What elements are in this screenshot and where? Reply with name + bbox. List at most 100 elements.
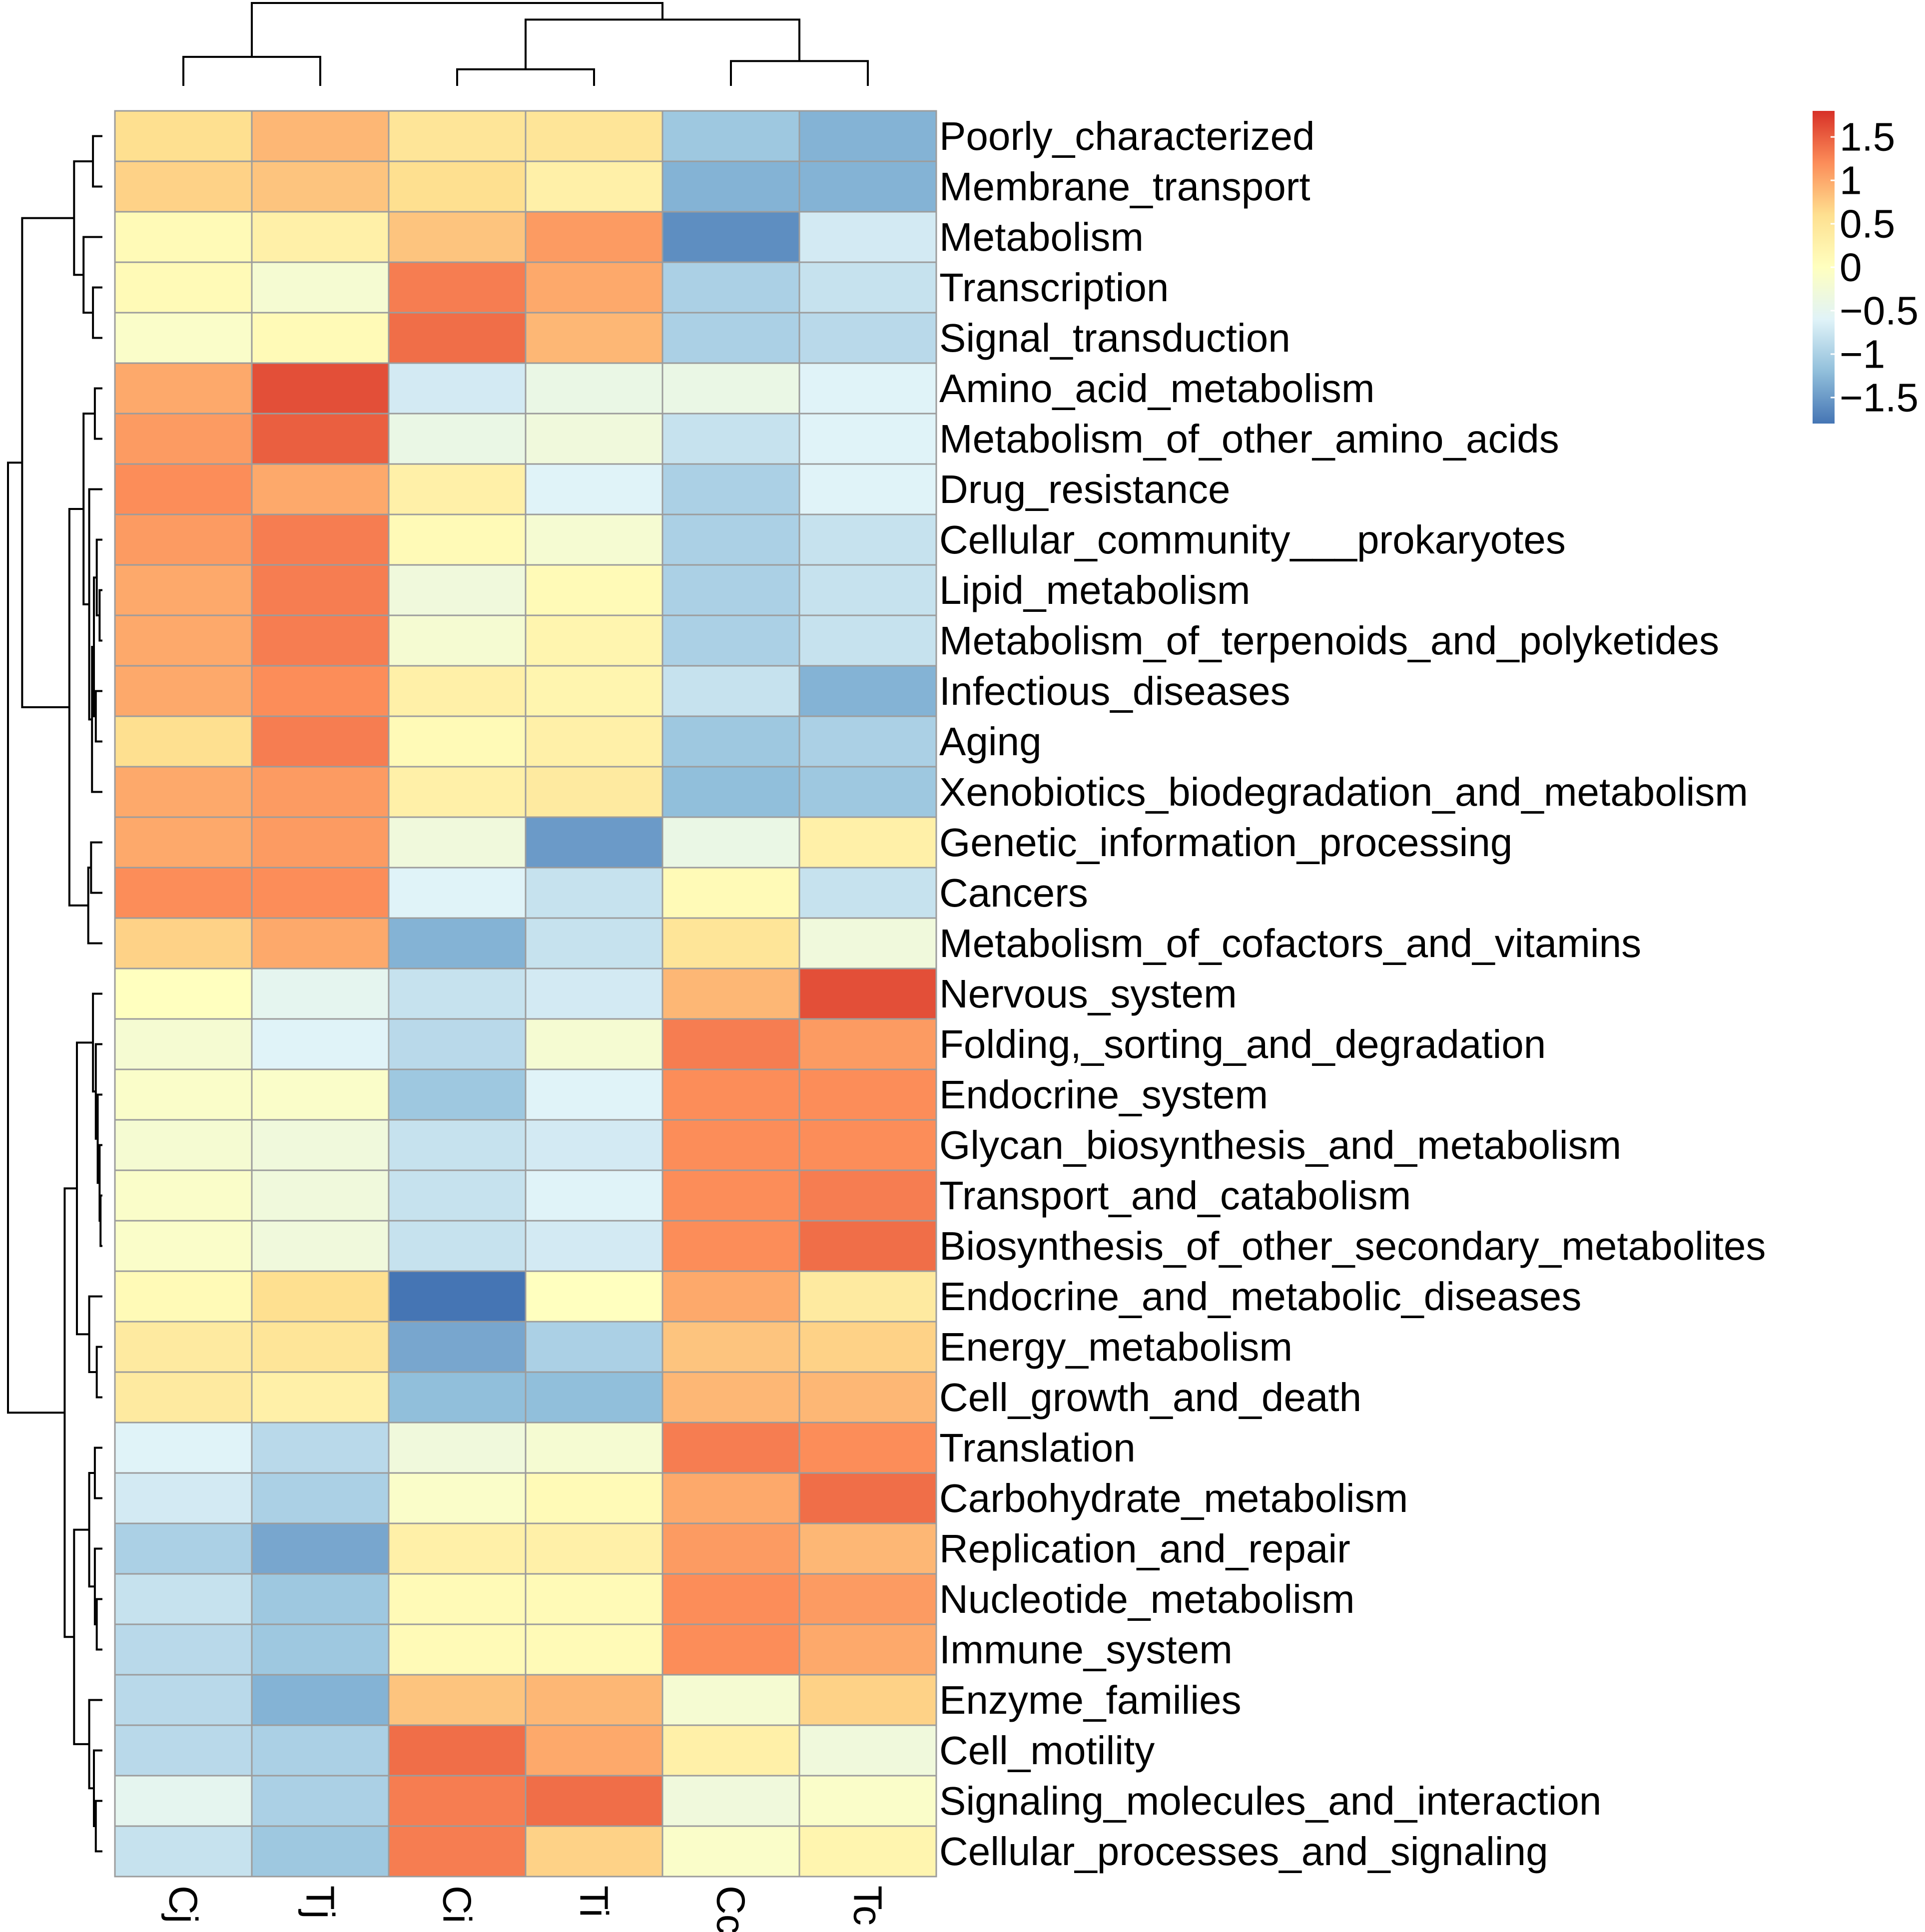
- heatmap-cell-replication-and-repair-tc: [798, 1522, 937, 1575]
- heatmap-cell-signal-transduction-tj: [251, 312, 390, 364]
- heatmap-cell-enzyme-families-cj: [114, 1674, 253, 1726]
- heatmap-cell-glycan-biosynthesis-and-metabolism-ti: [525, 1119, 663, 1171]
- heatmap-cell-replication-and-repair-ci: [388, 1522, 527, 1575]
- row-dendrogram-branch-5: [93, 387, 102, 440]
- heatmap-cell-biosynthesis-of-other-secondary-metabolites-tc: [798, 1220, 937, 1272]
- heatmap-cell-folding-sorting-and-degradation-cc: [661, 1018, 800, 1070]
- heatmap-cell-cell-growth-and-death-ti: [525, 1371, 663, 1424]
- heatmap-cell-metabolism-of-other-amino-acids-ci: [388, 413, 527, 465]
- heatmap-cell-nervous-system-tj: [251, 967, 390, 1020]
- row-labels: Poorly_characterized Membrane_transport Me…: [939, 114, 1766, 1874]
- heatmap-cell-energy-metabolism-cc: [661, 1321, 800, 1373]
- heatmap-cell-cancers-tc: [798, 867, 937, 919]
- heatmap-cell-cancers-cj: [114, 867, 253, 919]
- heatmap-cell-endocrine-system-tj: [251, 1068, 390, 1121]
- heatmap-cell-folding-sorting-and-degradation-ci: [388, 1018, 527, 1070]
- heatmap-cell-cell-growth-and-death-tj: [251, 1371, 390, 1424]
- heatmap-cells: [114, 110, 937, 1878]
- row-label-cell-motility: Cell_motility: [939, 1728, 1155, 1773]
- heatmap-cell-nervous-system-cj: [114, 967, 253, 1020]
- heatmap-cell-endocrine-and-metabolic-diseases-cj: [114, 1270, 253, 1323]
- heatmap-cell-energy-metabolism-ti: [525, 1321, 663, 1373]
- heatmap-cell-cell-growth-and-death-cc: [661, 1371, 800, 1424]
- heatmap-cell-energy-metabolism-cj: [114, 1321, 253, 1373]
- heatmap-cell-transport-and-catabolism-ti: [525, 1169, 663, 1222]
- row-label-lipid-metabolism: Lipid_metabolism: [939, 568, 1251, 612]
- heatmap-cell-metabolism-ti: [525, 211, 663, 263]
- heatmap-cell-metabolism-of-other-amino-acids-tj: [251, 413, 390, 465]
- heatmap-cell-nucleotide-metabolism-ti: [525, 1573, 663, 1625]
- heatmap-cell-membrane-transport-cj: [114, 160, 253, 213]
- heatmap-cell-cell-growth-and-death-cj: [114, 1371, 253, 1424]
- heatmap-cell-carbohydrate-metabolism-ti: [525, 1472, 663, 1524]
- row-label-cellular-processes-and-signaling: Cellular_processes_and_signaling: [939, 1829, 1548, 1874]
- column-label-cj: Cj: [161, 1886, 206, 1924]
- heatmap-cell-biosynthesis-of-other-secondary-metabolites-ci: [388, 1220, 527, 1272]
- heatmap-cell-enzyme-families-tc: [798, 1674, 937, 1726]
- heatmap-cell-metabolism-of-terpenoids-and-polyketides-cj: [114, 614, 253, 667]
- heatmap-cell-cellular-community-prokaryotes-cc: [661, 513, 800, 566]
- heatmap-cell-xenobiotics-biodegradation-and-metabolism-ci: [388, 766, 527, 818]
- heatmap-cell-aging-ci: [388, 715, 527, 768]
- heatmap-cell-nervous-system-cc: [661, 967, 800, 1020]
- heatmap-cell-cellular-community-prokaryotes-ci: [388, 513, 527, 566]
- row-label-metabolism-of-terpenoids-and-polyketides: Metabolism_of_terpenoids_and_polyketides: [939, 618, 1719, 663]
- column-dendrogram-branch-5: [251, 2, 663, 57]
- row-dendrogram: [7, 135, 102, 1853]
- heatmap-cell-amino-acid-metabolism-cj: [114, 362, 253, 415]
- row-label-poorly-characterized: Poorly_characterized: [939, 114, 1314, 158]
- heatmap-cell-membrane-transport-ti: [525, 160, 663, 213]
- heatmap-cell-metabolism-of-cofactors-and-vitamins-cj: [114, 917, 253, 969]
- heatmap-cell-signal-transduction-cj: [114, 312, 253, 364]
- heatmap-cell-poorly-characterized-tc: [798, 110, 937, 162]
- heatmap-cell-nucleotide-metabolism-ci: [388, 1573, 527, 1625]
- row-label-drug-resistance: Drug_resistance: [939, 467, 1231, 511]
- heatmap-cell-signaling-molecules-and-interaction-ti: [525, 1775, 663, 1827]
- row-label-energy-metabolism: Energy_metabolism: [939, 1325, 1292, 1369]
- heatmap-cell-drug-resistance-tj: [251, 463, 390, 515]
- heatmap-cell-cancers-cc: [661, 867, 800, 919]
- heatmap-cell-endocrine-and-metabolic-diseases-cc: [661, 1270, 800, 1323]
- heatmap-cell-amino-acid-metabolism-ti: [525, 362, 663, 415]
- heatmap-cell-carbohydrate-metabolism-ci: [388, 1472, 527, 1524]
- heatmap-cell-glycan-biosynthesis-and-metabolism-cj: [114, 1119, 253, 1171]
- row-label-xenobiotics-biodegradation-and-metabolism: Xenobiotics_biodegradation_and_metabolis…: [939, 770, 1748, 814]
- heatmap-cell-transport-and-catabolism-ci: [388, 1169, 527, 1222]
- heatmap-cell-replication-and-repair-cj: [114, 1522, 253, 1575]
- heatmap-cell-biosynthesis-of-other-secondary-metabolites-tj: [251, 1220, 390, 1272]
- heatmap-cell-signal-transduction-ci: [388, 312, 527, 364]
- row-label-membrane-transport: Membrane_transport: [939, 164, 1310, 209]
- heatmap-cell-cellular-community-prokaryotes-ti: [525, 513, 663, 566]
- heatmap-cell-infectious-diseases-ci: [388, 665, 527, 717]
- heatmap-cell-folding-sorting-and-degradation-tc: [798, 1018, 937, 1070]
- heatmap-cell-genetic-information-processing-tc: [798, 816, 937, 869]
- row-dendrogram-branch-13: [90, 841, 102, 894]
- row-dendrogram-branch-34: [7, 462, 65, 1414]
- heatmap-cell-replication-and-repair-ti: [525, 1522, 663, 1575]
- heatmap-cell-signal-transduction-tc: [798, 312, 937, 364]
- row-dendrogram-branch-22: [95, 1346, 102, 1399]
- row-label-immune-system: Immune_system: [939, 1627, 1233, 1672]
- legend-tick-label: −1: [1840, 332, 1885, 376]
- heatmap-cell-aging-cc: [661, 715, 800, 768]
- heatmap-cell-endocrine-and-metabolic-diseases-ci: [388, 1270, 527, 1323]
- heatmap-cell-metabolism-of-other-amino-acids-ti: [525, 413, 663, 465]
- heatmap-cell-transcription-cj: [114, 261, 253, 314]
- row-label-enzyme-families: Enzyme_families: [939, 1678, 1242, 1722]
- heatmap-cell-transport-and-catabolism-tj: [251, 1169, 390, 1222]
- row-label-signal-transduction: Signal_transduction: [939, 316, 1290, 360]
- row-label-replication-and-repair: Replication_and_repair: [939, 1526, 1350, 1571]
- heatmap-cell-cell-motility-tj: [251, 1724, 390, 1777]
- legend-tick-label: 0.5: [1840, 202, 1895, 246]
- row-dendrogram-branch-8: [94, 690, 102, 743]
- heatmap-cell-signal-transduction-cc: [661, 312, 800, 364]
- heatmap-cell-endocrine-and-metabolic-diseases-ti: [525, 1270, 663, 1323]
- heatmap-cell-metabolism-of-terpenoids-and-polyketides-ci: [388, 614, 527, 667]
- heatmap-cell-xenobiotics-biodegradation-and-metabolism-cc: [661, 766, 800, 818]
- heatmap-cell-nucleotide-metabolism-cc: [661, 1573, 800, 1625]
- row-label-nucleotide-metabolism: Nucleotide_metabolism: [939, 1577, 1355, 1621]
- heatmap-cell-amino-acid-metabolism-ci: [388, 362, 527, 415]
- row-label-signaling-molecules-and-interaction: Signaling_molecules_and_interaction: [939, 1779, 1601, 1823]
- heatmap-cell-nervous-system-ci: [388, 967, 527, 1020]
